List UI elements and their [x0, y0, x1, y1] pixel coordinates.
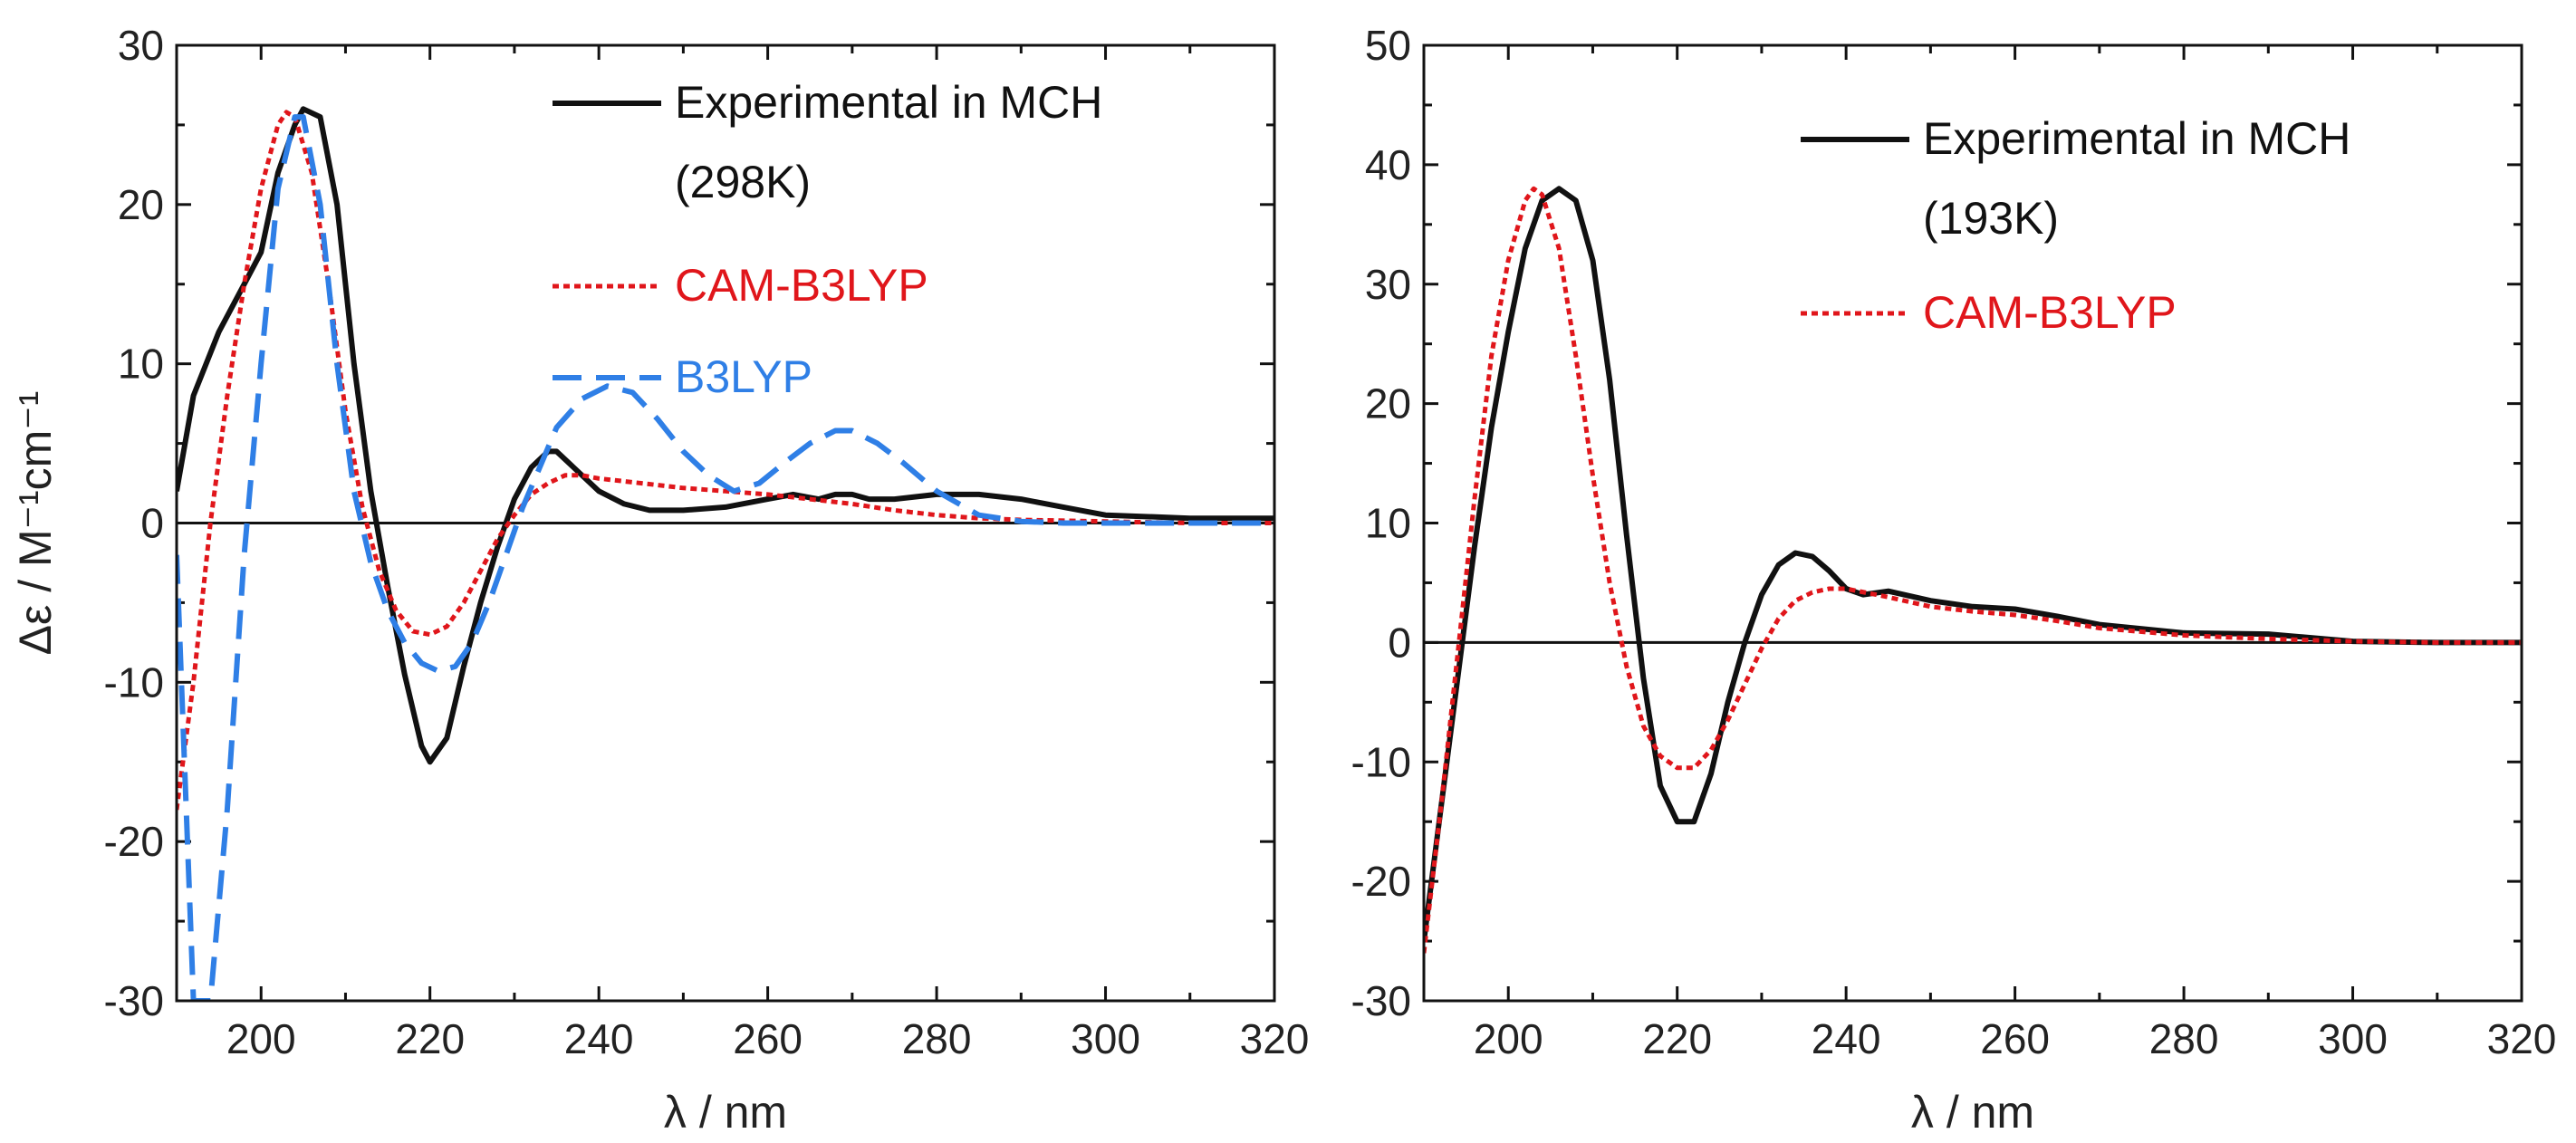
x-tick-label: 260 — [733, 1015, 803, 1062]
x-tick-label: 240 — [564, 1015, 634, 1062]
legend-label: Experimental in MCH — [1923, 113, 2350, 164]
legend-label: CAM-B3LYP — [675, 260, 928, 311]
x-tick-label: 300 — [1071, 1015, 1140, 1062]
x-axis-title: λ / nm — [664, 1087, 787, 1138]
series-line-cam-b3lyp — [177, 110, 1274, 811]
y-tick-label: -10 — [1351, 738, 1411, 785]
y-tick-label: 0 — [1388, 619, 1411, 666]
x-tick-label: 280 — [902, 1015, 972, 1062]
y-tick-label: -30 — [1351, 977, 1411, 1024]
x-tick-label: 300 — [2318, 1015, 2388, 1062]
y-tick-label: -30 — [104, 977, 164, 1024]
x-axis-title: λ / nm — [1911, 1087, 2034, 1138]
x-tick-label: 200 — [226, 1015, 296, 1062]
y-tick-label: -20 — [1351, 858, 1411, 905]
x-tick-label: 320 — [1240, 1015, 1310, 1062]
legend-label-line2: (298K) — [675, 157, 811, 207]
series-line-experimental-in-mch — [177, 106, 1274, 765]
x-tick-label: 280 — [2149, 1015, 2219, 1062]
chart-panel-2: 200 220 240 260 280 300 320 -30 -20 -10 0 10 20 30 40 5… — [1351, 22, 2557, 1138]
legend-label: CAM-B3LYP — [1923, 287, 2177, 338]
y-tick-label: -20 — [104, 818, 164, 865]
x-tick-label: 220 — [395, 1015, 465, 1062]
y-tick-label: 20 — [118, 181, 164, 228]
series-group — [1424, 186, 2522, 954]
series-group — [177, 106, 1274, 1001]
series-line-b3lyp — [177, 114, 1274, 1001]
y-tick-label: 50 — [1365, 22, 1411, 69]
plot-frame — [1422, 43, 2523, 1003]
legend-label: B3LYP — [675, 351, 812, 402]
x-tick-label: 320 — [2487, 1015, 2557, 1062]
series-line-experimental-in-mch — [1424, 186, 2522, 942]
y-tick-label: 30 — [1365, 261, 1411, 308]
y-axis-title: Δε / M⁻¹cm⁻¹ — [10, 391, 61, 656]
y-tick-label: 40 — [1365, 141, 1411, 188]
y-tick-label: 20 — [1365, 380, 1411, 427]
x-tick-label: 220 — [1642, 1015, 1712, 1062]
y-tick-label: -10 — [104, 658, 164, 706]
legend-label: Experimental in MCH — [675, 77, 1102, 128]
series-line-cam-b3lyp — [1424, 186, 2522, 954]
y-tick-label: 10 — [1365, 500, 1411, 547]
chart-panel-1: 200 220 240 260 280 300 320 -30 -20 -10 0 10 20 30 Exp… — [10, 22, 1309, 1138]
x-tick-label: 260 — [1980, 1015, 2050, 1062]
plot-frame — [175, 43, 1276, 1003]
y-tick-label: 0 — [140, 500, 164, 547]
x-tick-label: 240 — [1812, 1015, 1881, 1062]
x-tick-label: 200 — [1474, 1015, 1543, 1062]
legend-label-line2: (193K) — [1923, 193, 2059, 244]
y-tick-label: 10 — [118, 341, 164, 388]
y-tick-label: 30 — [118, 22, 164, 69]
